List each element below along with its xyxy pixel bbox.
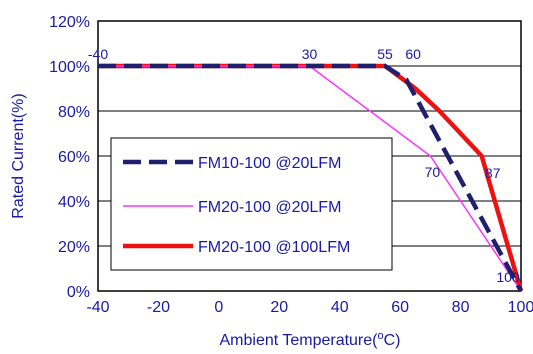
x-tick-label: -20 <box>147 299 170 316</box>
y-tick-label: 0% <box>67 284 90 301</box>
point-annotation: 70 <box>425 164 441 180</box>
x-tick-label: 20 <box>270 299 288 316</box>
x-tick-label: 0 <box>214 299 223 316</box>
point-annotation: 87 <box>485 165 501 181</box>
y-tick-label: 80% <box>58 104 90 121</box>
y-tick-label: 120% <box>49 14 90 31</box>
x-axis-title-tail: C) <box>384 332 401 349</box>
point-annotation: 55 <box>377 46 393 62</box>
legend-label: FM10-100 @20LFM <box>198 155 341 172</box>
y-tick-labels: 0% 20% 40% 60% 80% 100% 120% <box>49 14 90 301</box>
x-axis-title: Ambient Temperature(oC) <box>219 330 400 349</box>
point-annotation: 100 <box>496 269 520 285</box>
x-axis-title-sup: o <box>377 330 383 342</box>
y-tick-label: 40% <box>58 194 90 211</box>
series-line <box>98 63 523 293</box>
legend-label: FM20-100 @100LFM <box>198 239 350 256</box>
point-annotations: -40 30 55 60 70 87 100 <box>88 46 520 285</box>
x-tick-label: 60 <box>391 299 409 316</box>
y-axis-title: Rated Current(%) <box>10 93 27 218</box>
x-tick-label: -40 <box>86 299 109 316</box>
legend: FM10-100 @20LFM FM20-100 @20LFM FM20-100 @… <box>110 137 393 271</box>
legend-label: FM20-100 @20LFM <box>198 199 341 216</box>
series-lines <box>98 63 524 293</box>
x-tick-label: 40 <box>331 299 349 316</box>
plot-frame <box>97 20 522 292</box>
y-tick-label: 20% <box>58 239 90 256</box>
x-axis-title-main: Ambient Temperature( <box>219 332 378 349</box>
point-annotation: 60 <box>405 46 421 62</box>
y-tick-label: 100% <box>49 59 90 76</box>
point-annotation: 30 <box>302 46 318 62</box>
point-annotation: -40 <box>88 46 108 62</box>
y-tick-label: 60% <box>58 149 90 166</box>
x-tick-label: 100 <box>508 299 533 316</box>
x-tick-labels: -40 -20 0 20 40 60 80 100 <box>86 299 533 316</box>
x-tick-label: 80 <box>452 299 470 316</box>
